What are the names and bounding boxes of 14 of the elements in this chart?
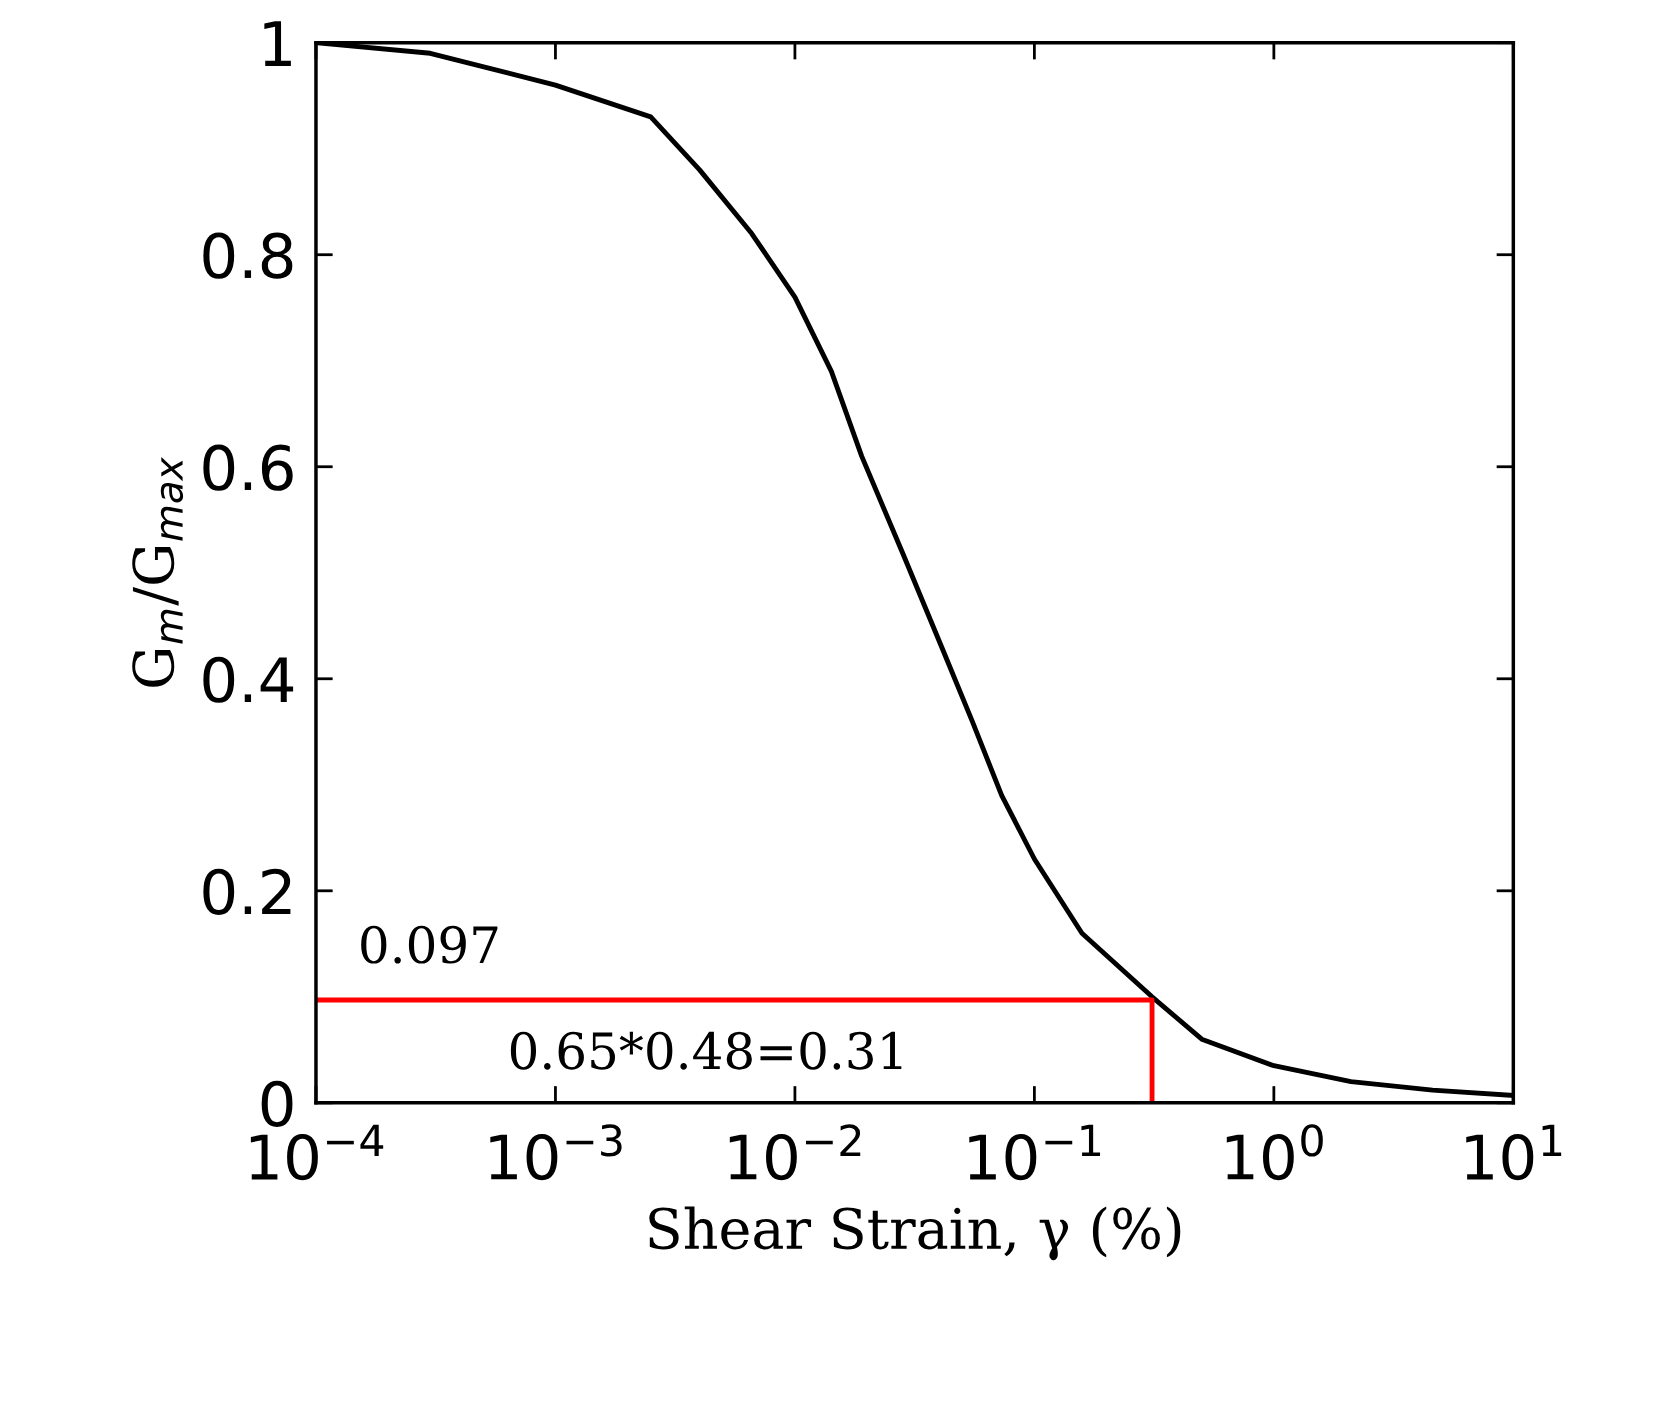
y-tick-label: 0.8 xyxy=(203,232,293,279)
x-tick-label: 10$^{−1}$ xyxy=(969,1124,1101,1181)
x-tick-label: 10$^{−3}$ xyxy=(490,1124,622,1181)
y-tick-label: 0.6 xyxy=(203,444,293,491)
x-tick-label: 10$^{−2}$ xyxy=(729,1124,861,1181)
x-axis-title: Shear Strain, γ (%) xyxy=(649,1206,1181,1261)
y-tick-label: 0.4 xyxy=(203,656,294,703)
y-tick-label: 1 xyxy=(264,21,291,66)
x-tick-label: 10$^{1}$ xyxy=(1466,1124,1562,1181)
y-axis-title: G$_{m}$/G$_{max}$ xyxy=(132,456,184,687)
annotation: 0.65*0.48=0.31 xyxy=(510,1031,902,1070)
annotation: 0.097 xyxy=(361,925,498,964)
x-tick-label: 10$^{0}$ xyxy=(1226,1124,1323,1181)
y-tick-label: 0.2 xyxy=(203,868,291,915)
